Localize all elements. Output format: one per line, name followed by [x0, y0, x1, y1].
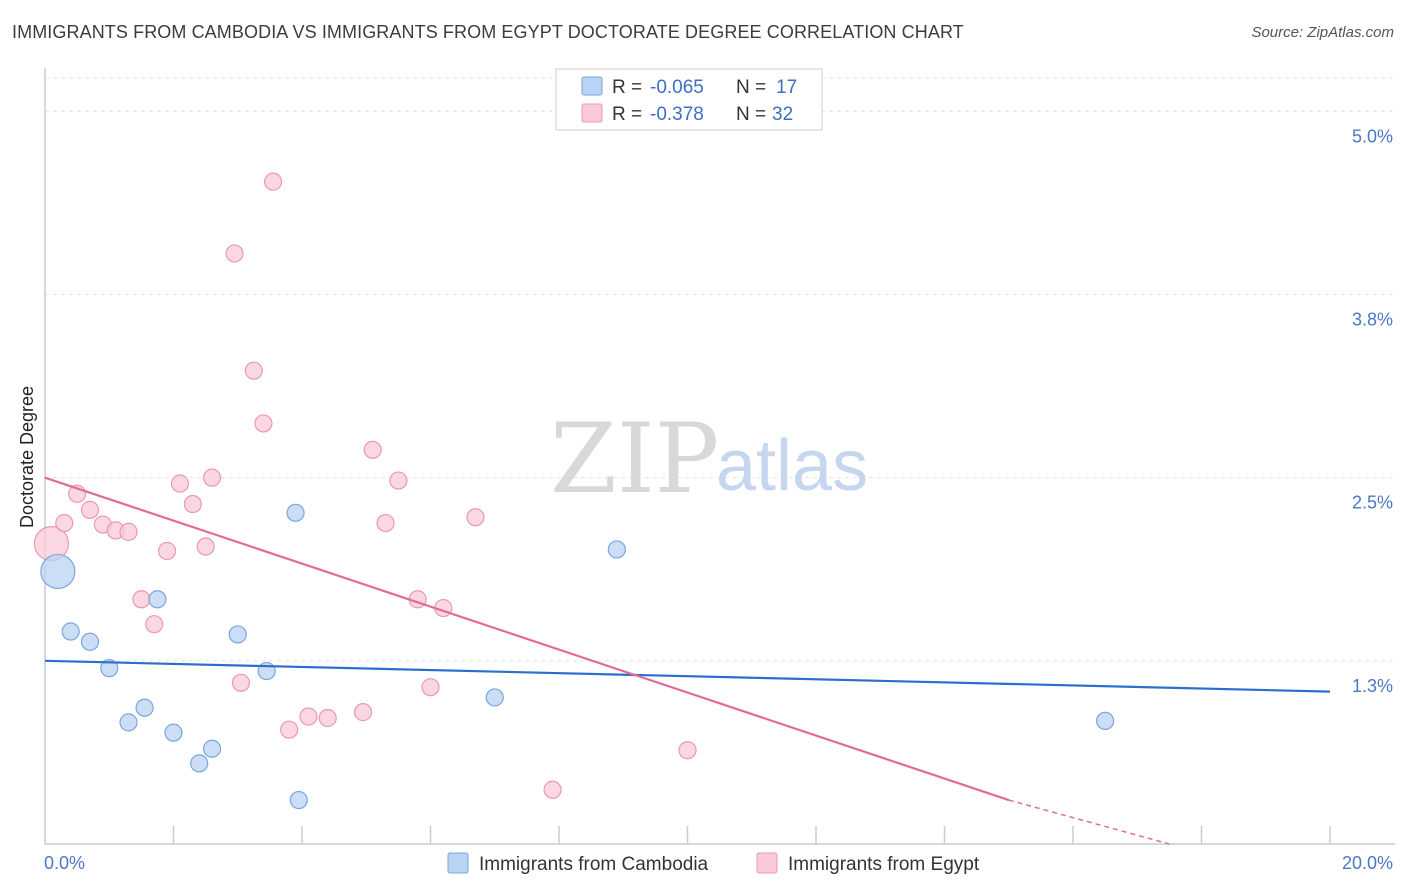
- egypt-point: [170, 474, 190, 493]
- legend-swatch-egypt: [581, 103, 603, 123]
- x-tick-label-min: 0.0%: [44, 853, 85, 873]
- egypt-point: [318, 708, 337, 728]
- trend-lines: [44, 476, 1331, 845]
- cambodia-point: [607, 540, 626, 559]
- egypt-point: [119, 522, 138, 541]
- egypt-point: [254, 414, 273, 433]
- egypt-point: [353, 703, 373, 722]
- chart-title: IMMIGRANTS FROM CAMBODIA VS IMMIGRANTS F…: [12, 22, 964, 42]
- cambodia-point: [286, 503, 305, 522]
- y-tick-label: 1.3%: [1352, 676, 1393, 696]
- y-axis-label: Doctorate Degree: [17, 386, 37, 528]
- egypt-point: [196, 537, 215, 556]
- watermark-atlas: atlas: [716, 426, 868, 506]
- egypt-point: [389, 471, 408, 490]
- egypt-point: [157, 541, 177, 561]
- bottom-legend-swatch-cambodia: [447, 852, 469, 874]
- cambodia-point: [190, 754, 209, 773]
- egypt-point: [466, 508, 485, 527]
- legend-cambodia-n-label: N =: [736, 77, 766, 98]
- cambodia-point: [40, 553, 76, 590]
- egypt-point: [55, 513, 74, 533]
- egypt-point: [421, 678, 440, 697]
- bottom-legend-cambodia: Immigrants from Cambodia: [479, 854, 709, 875]
- x-axis-ticks: [172, 826, 1331, 844]
- egypt-point: [225, 244, 244, 263]
- cambodia-point: [485, 688, 504, 707]
- cambodia-point: [100, 659, 119, 678]
- egypt-point: [145, 615, 164, 634]
- cambodia-point: [61, 622, 80, 641]
- egypt-point: [543, 780, 562, 799]
- egypt-trend-extension: [1008, 799, 1170, 845]
- egypt-point: [132, 590, 151, 609]
- cambodia-point: [148, 590, 167, 609]
- cambodia-point: [289, 790, 308, 810]
- correlation-legend: R = -0.065 N = 17 R = -0.378 N = 32: [555, 68, 823, 131]
- cambodia-point: [135, 698, 154, 717]
- x-tick-label-max: 20.0%: [1342, 853, 1393, 873]
- egypt-point: [263, 172, 283, 191]
- legend-egypt-r-label: R =: [612, 104, 642, 125]
- bottom-legend-swatch-egypt: [756, 852, 778, 874]
- egypt-point: [202, 468, 222, 487]
- cambodia-trend-line: [44, 659, 1331, 693]
- cambodia-point: [164, 723, 183, 742]
- cambodia-point: [228, 625, 247, 644]
- egypt-point: [376, 513, 395, 533]
- legend-egypt-n-label: N =: [736, 104, 766, 125]
- legend-egypt-r-value: -0.378: [650, 104, 704, 125]
- legend-cambodia-n-value: 17: [776, 77, 797, 98]
- egypt-point: [80, 500, 100, 519]
- legend-cambodia-r-label: R =: [612, 77, 642, 98]
- y-tick-label: 3.8%: [1352, 309, 1393, 329]
- egypt-trend-line: [44, 476, 1010, 802]
- cambodia-point: [119, 713, 138, 732]
- legend-swatch-cambodia: [581, 76, 603, 96]
- source-label: Source: ZipAtlas.com: [1251, 24, 1394, 41]
- y-tick-label: 5.0%: [1352, 126, 1393, 146]
- legend-cambodia-r-value: -0.065: [650, 77, 704, 98]
- legend-egypt-n-value: 32: [772, 104, 793, 125]
- egypt-point: [299, 707, 318, 726]
- egypt-point: [244, 361, 263, 380]
- cambodia-point: [80, 632, 100, 651]
- egypt-point: [678, 741, 697, 760]
- egypt-point: [231, 673, 251, 692]
- egypt-point: [363, 440, 382, 459]
- egypt-points: [33, 172, 697, 799]
- cambodia-point: [1096, 711, 1115, 731]
- y-tick-label: 2.5%: [1352, 493, 1393, 513]
- series-legend: Immigrants from Cambodia Immigrants from…: [447, 852, 980, 875]
- watermark-zip: ZIP: [550, 403, 719, 515]
- egypt-point: [183, 494, 202, 514]
- cambodia-point: [202, 739, 222, 758]
- egypt-point: [280, 720, 299, 739]
- y-tick-labels: 1.3% 2.5% 3.8% 5.0%: [1352, 126, 1393, 696]
- bottom-legend-egypt: Immigrants from Egypt: [788, 854, 980, 875]
